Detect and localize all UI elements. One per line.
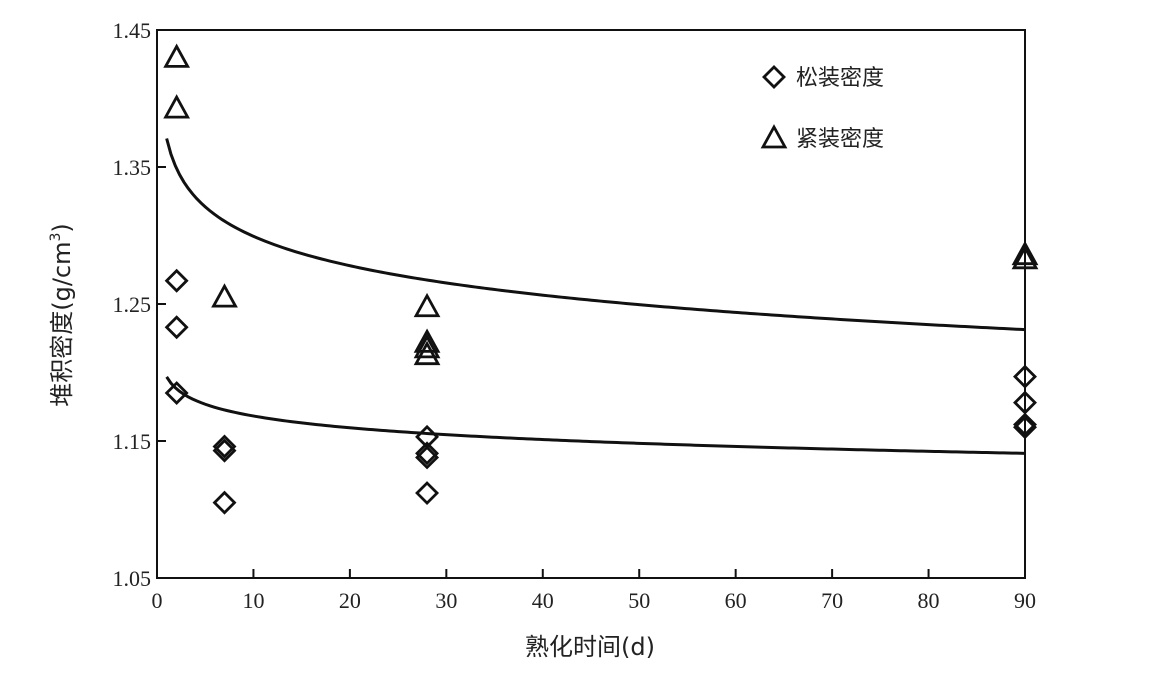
legend-label: 紧装密度: [796, 127, 884, 152]
y-tick-label: 1.05: [113, 566, 152, 591]
x-tick-label: 90: [1014, 588, 1036, 613]
data-point-loose-density: [212, 490, 237, 515]
x-tick-label: 40: [532, 588, 554, 613]
x-tick-label: 20: [339, 588, 361, 613]
data-point-loose-density: [212, 434, 237, 459]
data-point-tapped-density: [413, 340, 441, 366]
data-point-loose-density: [164, 268, 189, 293]
data-point-tapped-density: [413, 333, 441, 359]
x-tick-label: 30: [435, 588, 457, 613]
y-axis-title: 堆积密度(g/cm3): [48, 223, 76, 407]
data-point-tapped-density: [211, 283, 238, 308]
y-tick-label: 1.15: [113, 429, 152, 454]
plot-frame: [156, 29, 1026, 579]
x-tick-label: 50: [628, 588, 650, 613]
data-point-tapped-density: [163, 43, 191, 68]
axes: 0 10 20 30 40 50 60 70 80 90 1.05 1.15 1.25 1.35 1.45: [113, 18, 1037, 613]
x-tick-label: 10: [242, 588, 264, 613]
x-tick-label: 70: [821, 588, 843, 613]
data-point-loose-density: [415, 445, 440, 470]
data-point-loose-density: [164, 315, 189, 340]
legend-marker: [762, 65, 786, 89]
x-tick-label: 80: [918, 588, 940, 613]
legend-marker: [760, 124, 788, 149]
data-point-loose-density: [164, 381, 189, 406]
x-axis-title: 熟化时间(d): [525, 633, 655, 661]
data-point-tapped-density: [413, 328, 441, 353]
fit-curve: [165, 138, 1026, 332]
y-tick-label: 1.35: [113, 155, 152, 180]
data-point-loose-density: [415, 441, 440, 466]
x-tick-label: 60: [725, 588, 747, 613]
y-axis-title-main: 堆积密度(g/cm: [48, 242, 76, 407]
y-tick-label: 1.25: [113, 292, 152, 317]
fit-curves: [165, 138, 1026, 455]
data-point-loose-density: [415, 481, 440, 506]
legend-label: 松装密度: [796, 66, 884, 91]
fit-curve: [165, 376, 1026, 455]
y-axis-title-close: ): [48, 223, 76, 232]
data-point-tapped-density: [163, 94, 191, 119]
y-axis-title-superscript: 3: [48, 233, 64, 242]
data-point-loose-density: [212, 438, 237, 463]
data-point-tapped-density: [413, 292, 441, 318]
y-tick-label: 1.45: [113, 18, 152, 43]
x-tick-label: 0: [152, 588, 163, 613]
